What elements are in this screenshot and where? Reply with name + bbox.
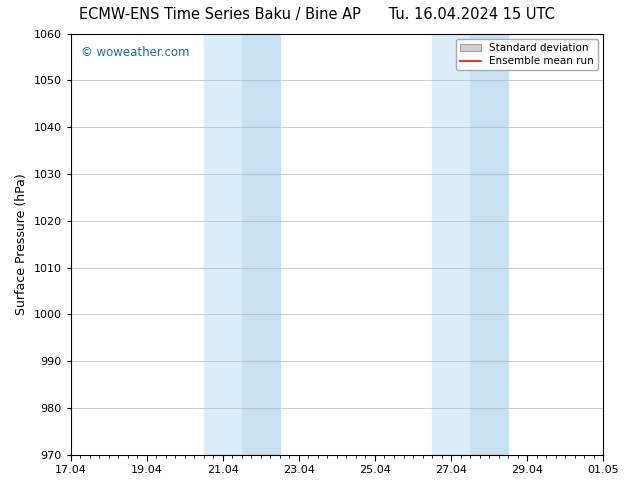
Text: © woweather.com: © woweather.com — [81, 47, 190, 59]
Bar — [242, 34, 280, 455]
Bar — [204, 34, 242, 455]
Bar — [470, 34, 508, 455]
Bar — [432, 34, 470, 455]
Y-axis label: Surface Pressure (hPa): Surface Pressure (hPa) — [15, 173, 28, 315]
Text: ECMW-ENS Time Series Baku / Bine AP      Tu. 16.04.2024 15 UTC: ECMW-ENS Time Series Baku / Bine AP Tu. … — [79, 7, 555, 23]
Legend: Standard deviation, Ensemble mean run: Standard deviation, Ensemble mean run — [456, 39, 598, 71]
